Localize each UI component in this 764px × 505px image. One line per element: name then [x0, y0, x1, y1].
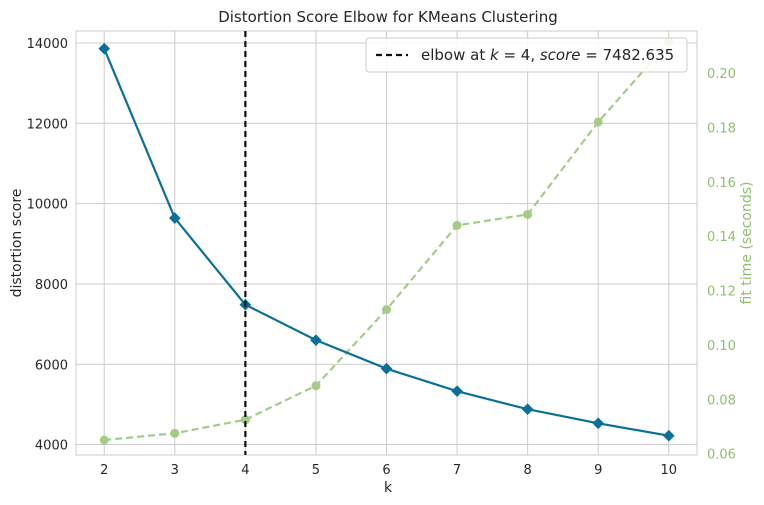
fit-time-point [382, 305, 391, 315]
legend-elbow-label: elbow at k = 4, score = 7482.635 [421, 46, 674, 64]
y2-axis-label: fit time (seconds) [739, 182, 755, 305]
x-tick-label: 8 [523, 463, 531, 478]
series [98, 31, 675, 455]
y2-tick-label: 0.14 [707, 230, 736, 245]
distortion-point [521, 403, 534, 416]
x-axis-label: k [384, 480, 393, 496]
legend-score-value: = 7482.635 [581, 46, 675, 64]
y-tick-label: 12000 [27, 117, 68, 132]
chart-title: Distortion Score Elbow for KMeans Cluste… [218, 8, 558, 26]
x-tick-label: 3 [171, 463, 179, 478]
y-tick-label: 10000 [27, 198, 68, 213]
x-tick-label: 5 [312, 463, 320, 478]
x-tick-label: 10 [660, 463, 677, 478]
legend-score-symbol: score [540, 46, 581, 64]
y-axis-label: distortion score [9, 189, 25, 298]
y2-tick-label: 0.12 [707, 285, 736, 300]
fit-time-point [99, 435, 109, 445]
distortion-point [592, 417, 605, 430]
legend-box [365, 37, 688, 73]
ticks: 2 3 4 5 6 7 8 9 10 4000 6000 8000 10000 12000 14000 0.0… [27, 37, 736, 478]
x-tick-label: 9 [594, 463, 602, 478]
y2-tick-label: 0.06 [707, 448, 736, 463]
legend-prefix: elbow at [421, 46, 490, 64]
y2-tick-label: 0.16 [707, 176, 736, 191]
y-tick-label: 8000 [35, 278, 68, 293]
legend-k-value: = 4, [499, 46, 540, 64]
distortion-point [662, 429, 675, 442]
y2-tick-label: 0.20 [707, 67, 736, 82]
y-tick-label: 4000 [35, 439, 68, 454]
fit-time-point [593, 117, 603, 127]
fit-time-point [311, 381, 321, 391]
distortion-point [310, 334, 322, 346]
x-tick-label: 4 [241, 463, 249, 478]
x-tick-label: 6 [382, 463, 390, 478]
distortion-point [98, 42, 111, 55]
legend-k-symbol: k [490, 46, 500, 64]
x-tick-label: 7 [453, 463, 461, 478]
distortion-point [168, 212, 181, 224]
y2-tick-label: 0.10 [707, 339, 736, 354]
grid [76, 31, 697, 455]
y2-tick-label: 0.08 [707, 393, 736, 408]
fit-time-point [452, 220, 462, 230]
fit-time-point [240, 415, 250, 425]
fit-time-point [170, 428, 180, 438]
distortion-point [451, 385, 463, 397]
y2-tick-label: 0.18 [707, 121, 736, 136]
legend: elbow at k = 4, score = 7482.635 [365, 37, 688, 73]
distortion-point [380, 362, 393, 375]
fit-time-point [523, 209, 533, 219]
x-tick-label: 2 [100, 463, 108, 478]
y-tick-label: 14000 [27, 37, 68, 52]
plot-frame [75, 30, 698, 456]
y-tick-label: 6000 [35, 358, 68, 373]
